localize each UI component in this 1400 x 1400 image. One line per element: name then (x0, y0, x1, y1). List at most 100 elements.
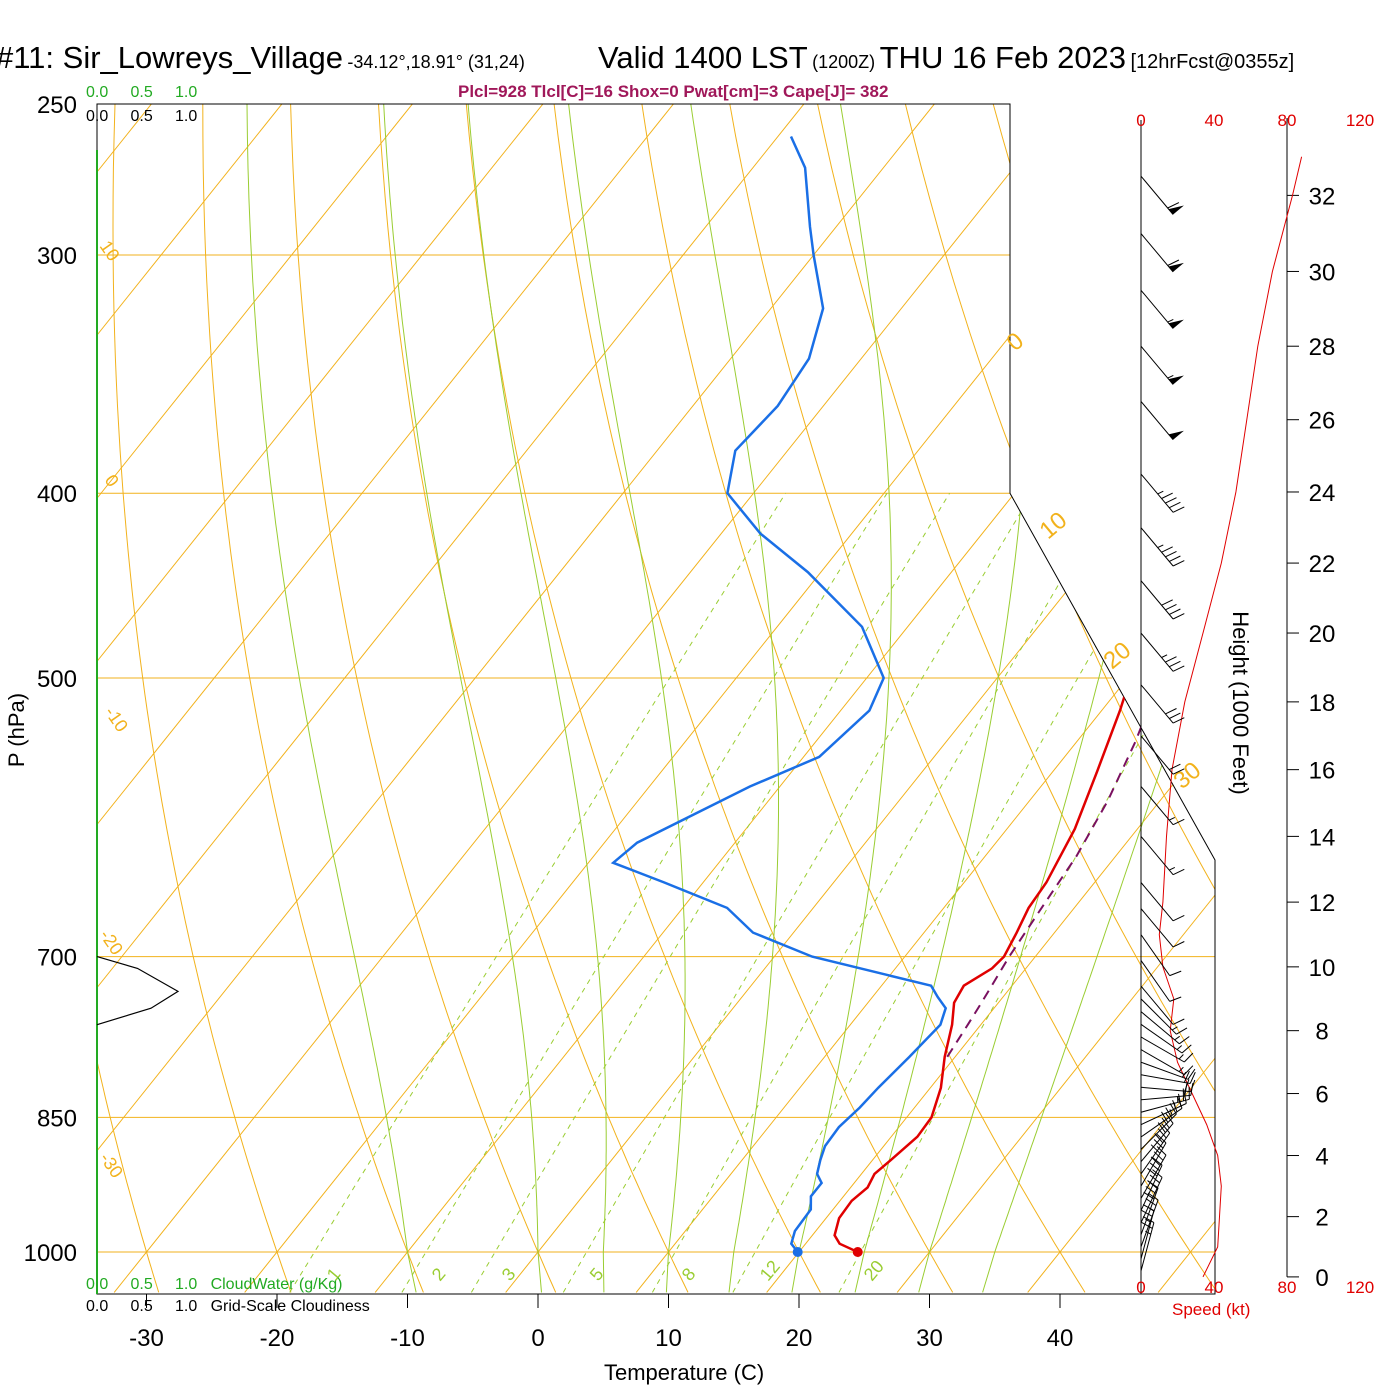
moist-adiabat--10 (246, 104, 417, 1293)
moist-adiabat-5 (465, 104, 607, 1293)
wind-barb-staff (1140, 836, 1174, 876)
dewpoint-line (610, 135, 948, 1253)
moist-adiabat-30 (918, 104, 1202, 1293)
dry-adiabat-100 (1157, 104, 1215, 1293)
cloudiness-top-ticks: 0.0 0.5 1.0 (86, 108, 197, 126)
cloudwater-label: CloudWater (g/Kg) (210, 1276, 343, 1293)
wind-barb-full (1172, 768, 1185, 775)
zulu-time: (1200Z) (812, 52, 876, 72)
wind-barb-half (1157, 490, 1164, 495)
isotherm-label-30: 30 (1169, 757, 1207, 795)
mixing-ratio-8 (651, 492, 1113, 1293)
moist-adiabat-15 (685, 104, 779, 1293)
temp-tick-20: 20 (786, 1325, 813, 1352)
wind-barb-full (1169, 555, 1181, 562)
pressure-tick-500: 500 (37, 666, 77, 693)
x-axis-title: Temperature (C) (604, 1360, 765, 1385)
mixing-ratio-label-2: 2 (428, 1264, 450, 1285)
dry-adiabat--10 (202, 104, 424, 1293)
wind-barb-full (1165, 603, 1177, 611)
temp-tick-0: 0 (531, 1325, 544, 1352)
cloudiness-bottom-scale: 0.0 0.5 1.0 Grid-Scale Cloudiness (86, 1298, 370, 1316)
wind-barb-full (1161, 546, 1173, 553)
wind-barb-staff (1140, 735, 1174, 775)
isotherm-label-20: 20 (1099, 637, 1137, 675)
wind-barb-full (1178, 1093, 1182, 1107)
valid-time: Valid 1400 LST (598, 40, 808, 75)
wind-barb-full (1165, 550, 1177, 558)
pressure-tick-300: 300 (37, 243, 77, 270)
wind-barb-staff (1140, 1187, 1159, 1235)
pressure-tick-400: 400 (37, 481, 77, 508)
wind-barb-full (1165, 497, 1177, 504)
wind-barb-full (1172, 506, 1185, 513)
wind-barb-staff (1140, 1011, 1180, 1045)
speed-top-tick-0: 0 (1136, 111, 1145, 130)
height-tick-0: 0 (1315, 1265, 1328, 1292)
wind-barb-full (1169, 712, 1181, 719)
mixing-ratio-20 (838, 492, 1215, 1293)
wind-barb-staff (1140, 960, 1171, 1002)
temp-tick--20: -20 (260, 1325, 295, 1352)
wind-barb-flag (1168, 319, 1184, 329)
valid-date: THU 16 Feb 2023 (879, 40, 1127, 75)
isotherm-40 (1027, 104, 1215, 1293)
wind-barb-full (1169, 608, 1181, 615)
wind-barb-full (1183, 1091, 1187, 1104)
wind-barb-half (1167, 318, 1174, 323)
wind-barb-full (1150, 1144, 1161, 1154)
wind-barb-flag (1168, 262, 1184, 272)
dry-adiabat-40 (636, 104, 1086, 1293)
mixing-ratio-label-3: 3 (498, 1264, 520, 1285)
wind-barb-full (1161, 1123, 1171, 1134)
wind-barb-staff (1140, 1142, 1167, 1187)
dry-adiabat-label--20: -20 (96, 926, 127, 959)
wind-barb-staff (1140, 1107, 1183, 1138)
cloudwater-bottom-scale: 0.0 0.5 1.0 CloudWater (g/Kg) (86, 1276, 342, 1294)
dry-adiabat-label-0: 0 (101, 471, 123, 491)
pressure-tick-700: 700 (37, 945, 77, 972)
station-name: #11: Sir_Lowreys_Village (0, 40, 343, 75)
wind-barb-staff (1140, 1094, 1191, 1101)
mixing-ratio-12 (732, 492, 1185, 1293)
wind-barb-staff (1140, 345, 1174, 385)
temp-tick-40: 40 (1047, 1325, 1074, 1352)
cloudwater-top-ticks: 0.0 0.5 1.0 (86, 84, 197, 102)
wind-barbs (1140, 175, 1196, 1272)
cw-tick-0: 0.0 (86, 84, 109, 101)
height-tick-32: 32 (1309, 183, 1336, 210)
cw-btick-0: 0.0 (86, 1276, 109, 1293)
wind-barb-full (1147, 1167, 1158, 1177)
wind-barb-half (1157, 544, 1164, 549)
isotherm--80 (97, 104, 440, 1293)
wind-barb-full (1161, 1111, 1169, 1123)
y-axis-title: P (hPa) (4, 692, 30, 768)
isotherm--50 (97, 104, 832, 1293)
valid-line: Valid 1400 LST (1200Z) THU 16 Feb 2023 [… (598, 40, 1294, 76)
dry-adiabat-label--30: -30 (96, 1149, 127, 1182)
wind-barb-staff (1140, 786, 1174, 826)
wind-barb-staff (1140, 1023, 1183, 1054)
mixing-ratio-2 (401, 492, 888, 1293)
temp-tick-10: 10 (655, 1325, 682, 1352)
speed-bottom-tick-120: 120 (1346, 1278, 1374, 1297)
wind-barb-full (1169, 1103, 1177, 1115)
dry-adiabat--40 (0, 70, 26, 1292)
wind-barb-full (1172, 868, 1185, 876)
wind-barb-full (1176, 1027, 1188, 1035)
wind-barb-half (1174, 1035, 1180, 1041)
height-tick-22: 22 (1309, 551, 1336, 578)
temperature-line (833, 135, 1215, 1254)
dry-adiabat--20 (112, 104, 292, 1293)
wind-barb-staff (1140, 908, 1174, 948)
wind-barb-flag (1168, 205, 1184, 215)
height-tick-12: 12 (1309, 890, 1336, 917)
wind-barb-full (1161, 492, 1173, 499)
height-tick-4: 4 (1315, 1144, 1328, 1171)
surface-temperature-dot (852, 1247, 863, 1257)
wind-barb-staff (1140, 1132, 1171, 1175)
dry-adiabat-label--10: -10 (101, 703, 132, 736)
mixing-ratio-label-5: 5 (586, 1264, 608, 1285)
isotherm--90 (97, 104, 310, 1293)
